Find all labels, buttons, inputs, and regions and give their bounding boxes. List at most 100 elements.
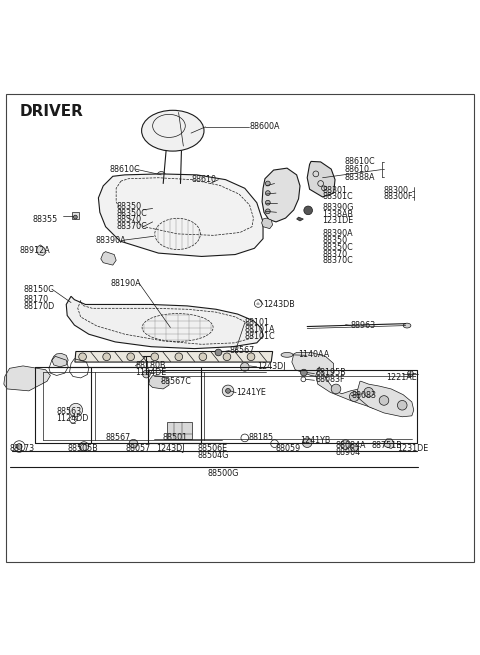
Circle shape	[143, 370, 150, 378]
Text: 88388A: 88388A	[345, 173, 375, 181]
Text: 88084A: 88084A	[336, 441, 367, 450]
Text: 88751B: 88751B	[372, 441, 403, 450]
Text: 88101: 88101	[245, 318, 270, 328]
Text: 88101C: 88101C	[245, 331, 276, 341]
Text: 88567: 88567	[229, 346, 255, 355]
Polygon shape	[149, 375, 169, 389]
Text: 1231DE: 1231DE	[323, 216, 354, 225]
Polygon shape	[101, 252, 116, 265]
Text: 88370: 88370	[116, 215, 141, 225]
Bar	[72, 212, 79, 219]
Text: DRIVER: DRIVER	[19, 104, 83, 119]
Text: 88500G: 88500G	[207, 469, 239, 478]
Text: 88390A: 88390A	[323, 229, 353, 238]
Circle shape	[302, 438, 312, 447]
Circle shape	[265, 209, 270, 214]
Text: 88567C: 88567C	[161, 377, 192, 386]
Text: 88600A: 88600A	[250, 122, 280, 132]
Polygon shape	[292, 352, 334, 378]
Text: 1241YE: 1241YE	[236, 388, 266, 398]
Text: 88170D: 88170D	[24, 302, 55, 311]
Text: 88180B: 88180B	[135, 362, 166, 370]
Text: 88506E: 88506E	[198, 444, 228, 453]
Circle shape	[408, 371, 413, 377]
Polygon shape	[36, 245, 46, 255]
Circle shape	[129, 440, 138, 448]
Polygon shape	[52, 354, 68, 367]
Polygon shape	[297, 217, 303, 221]
Circle shape	[226, 388, 230, 393]
Circle shape	[157, 172, 166, 180]
Polygon shape	[307, 161, 335, 197]
Circle shape	[69, 403, 83, 417]
Circle shape	[222, 385, 234, 397]
Text: 88301C: 88301C	[323, 193, 353, 202]
Circle shape	[215, 349, 222, 356]
Text: 88083F: 88083F	[316, 375, 345, 384]
Text: 1243DB: 1243DB	[263, 300, 295, 309]
Circle shape	[341, 440, 350, 449]
Text: 88101A: 88101A	[245, 325, 276, 334]
Text: 88057: 88057	[126, 444, 151, 453]
Ellipse shape	[199, 353, 207, 361]
Polygon shape	[262, 218, 273, 229]
Polygon shape	[358, 381, 414, 417]
Text: 88195B: 88195B	[316, 368, 347, 377]
Circle shape	[265, 200, 270, 205]
Text: 1231DE: 1231DE	[397, 444, 429, 453]
Text: 88370C: 88370C	[323, 256, 353, 265]
Ellipse shape	[151, 353, 158, 361]
Text: 88567: 88567	[106, 434, 131, 442]
Polygon shape	[316, 367, 412, 415]
Text: 88350: 88350	[116, 202, 141, 211]
Ellipse shape	[103, 353, 110, 361]
Text: 88300F: 88300F	[384, 193, 413, 202]
Text: 88610: 88610	[191, 175, 216, 184]
Ellipse shape	[79, 353, 86, 361]
Text: 88301: 88301	[323, 186, 348, 195]
Circle shape	[265, 181, 270, 186]
Text: 1221AE: 1221AE	[386, 373, 417, 382]
Circle shape	[174, 174, 183, 183]
Text: 88505B: 88505B	[67, 444, 98, 453]
Text: 1338AB: 1338AB	[323, 210, 354, 219]
Text: 88912A: 88912A	[19, 246, 50, 255]
Text: 88190A: 88190A	[110, 279, 141, 288]
Circle shape	[364, 388, 373, 397]
Circle shape	[300, 369, 307, 376]
Circle shape	[79, 441, 89, 451]
Ellipse shape	[175, 353, 183, 361]
Bar	[167, 422, 192, 439]
Polygon shape	[66, 296, 263, 348]
Text: 1241YB: 1241YB	[300, 436, 331, 445]
Circle shape	[240, 362, 249, 371]
Ellipse shape	[142, 110, 204, 151]
Text: 88059: 88059	[276, 444, 301, 453]
Text: 88150C: 88150C	[24, 285, 55, 293]
Polygon shape	[98, 174, 263, 257]
Circle shape	[304, 206, 312, 215]
Text: 88370C: 88370C	[116, 222, 147, 231]
Text: 88173: 88173	[10, 444, 35, 453]
Circle shape	[73, 215, 77, 219]
Text: 88963: 88963	[350, 321, 375, 330]
Polygon shape	[384, 439, 394, 449]
Text: 1124DE: 1124DE	[135, 368, 167, 377]
Text: 88355: 88355	[33, 215, 58, 223]
Text: 88610C: 88610C	[345, 157, 375, 166]
Text: 88083: 88083	[351, 391, 376, 400]
Circle shape	[331, 384, 341, 394]
Text: 88610C: 88610C	[109, 164, 140, 174]
Text: 88504G: 88504G	[198, 451, 229, 460]
Text: 88350: 88350	[323, 236, 348, 245]
Circle shape	[16, 443, 22, 449]
Text: 88350C: 88350C	[323, 243, 353, 252]
Text: 88170: 88170	[24, 295, 49, 304]
Polygon shape	[4, 366, 50, 391]
Text: 88563: 88563	[57, 407, 82, 417]
Circle shape	[369, 398, 378, 408]
Ellipse shape	[127, 353, 134, 361]
Ellipse shape	[281, 352, 293, 357]
Text: 88350C: 88350C	[116, 209, 147, 217]
Text: 88390A: 88390A	[95, 236, 126, 244]
